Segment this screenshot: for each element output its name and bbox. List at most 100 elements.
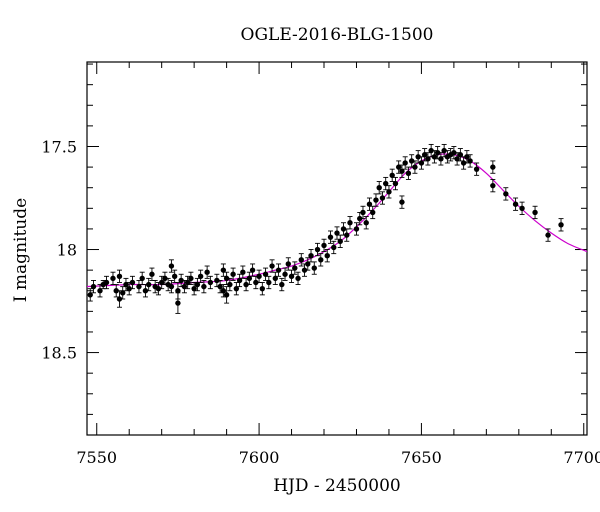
data-marker <box>558 222 564 228</box>
data-point <box>87 288 93 302</box>
data-marker <box>363 220 369 226</box>
data-marker <box>110 275 116 282</box>
data-marker <box>168 283 175 290</box>
data-point <box>327 230 334 244</box>
data-point <box>279 277 285 292</box>
data-point <box>392 176 399 191</box>
data-point <box>158 275 165 290</box>
data-point <box>129 275 136 290</box>
data-marker <box>308 253 314 259</box>
data-point <box>275 263 282 277</box>
data-point <box>168 259 175 273</box>
data-marker <box>373 197 379 203</box>
data-point <box>490 179 496 193</box>
data-marker <box>301 267 308 273</box>
data-marker <box>467 158 473 164</box>
data-marker <box>158 279 165 286</box>
data-marker <box>126 285 132 292</box>
data-marker <box>282 271 288 277</box>
y-tick-label: 18 <box>57 241 77 260</box>
data-marker <box>340 226 347 232</box>
data-marker <box>421 152 428 158</box>
data-marker <box>220 267 227 273</box>
data-point <box>262 267 269 281</box>
data-marker <box>399 199 405 205</box>
data-point <box>503 187 509 201</box>
data-point <box>126 282 132 296</box>
data-point <box>532 205 538 220</box>
data-marker <box>181 283 188 290</box>
data-point <box>204 265 210 279</box>
data-point <box>490 160 496 174</box>
data-marker <box>438 156 444 162</box>
data-point <box>545 228 551 242</box>
data-marker <box>545 232 551 238</box>
data-marker <box>129 279 136 286</box>
data-point <box>298 253 304 267</box>
data-point <box>399 195 405 209</box>
data-point <box>308 249 314 263</box>
model-curve <box>86 153 588 288</box>
data-marker <box>399 168 405 174</box>
data-marker <box>379 195 386 201</box>
data-point <box>162 271 168 286</box>
data-marker <box>460 160 467 166</box>
data-marker <box>392 180 399 187</box>
data-point <box>207 275 214 290</box>
data-point <box>389 168 395 182</box>
data-marker <box>214 277 220 284</box>
data-point <box>259 282 266 296</box>
data-marker <box>240 269 246 275</box>
data-marker <box>337 238 343 244</box>
data-point <box>272 271 279 286</box>
data-marker <box>389 172 395 179</box>
data-point <box>110 271 116 286</box>
data-marker <box>97 288 103 294</box>
data-point <box>295 271 301 286</box>
data-marker <box>321 242 327 249</box>
x-tick-labels: 7550 7600 7650 7700 <box>76 448 600 467</box>
plot-area <box>86 143 588 314</box>
data-point <box>116 269 123 283</box>
data-point <box>558 218 564 232</box>
data-marker <box>327 234 334 240</box>
data-marker <box>168 263 175 269</box>
data-marker <box>408 158 415 164</box>
data-marker <box>425 156 431 162</box>
data-point <box>188 271 194 286</box>
data-marker <box>376 185 382 191</box>
data-point <box>457 148 464 162</box>
data-point <box>201 279 207 294</box>
data-marker <box>402 160 408 166</box>
data-marker <box>149 271 155 277</box>
data-point <box>136 279 142 294</box>
data-point <box>321 238 327 253</box>
data-point <box>357 211 363 226</box>
data-point <box>103 275 110 290</box>
data-point <box>512 197 519 211</box>
x-tick-label: 7600 <box>239 448 280 467</box>
data-point <box>288 269 295 283</box>
data-point <box>451 146 457 160</box>
data-marker <box>441 147 447 154</box>
data-marker <box>188 275 194 282</box>
data-marker <box>259 285 266 292</box>
data-point <box>421 148 428 162</box>
data-marker <box>298 257 304 263</box>
data-marker <box>395 164 402 170</box>
data-point <box>467 154 473 168</box>
x-tick-label: 7550 <box>76 448 117 467</box>
data-marker <box>223 275 230 282</box>
data-point <box>412 160 418 174</box>
data-point <box>285 257 291 271</box>
data-marker <box>490 182 496 189</box>
data-marker <box>360 209 366 216</box>
data-marker <box>113 288 119 294</box>
data-point <box>220 263 227 277</box>
data-point <box>256 269 262 283</box>
data-point <box>139 271 145 286</box>
data-marker <box>194 281 201 288</box>
data-marker <box>162 275 168 282</box>
data-marker <box>405 170 412 176</box>
data-marker <box>324 253 330 259</box>
